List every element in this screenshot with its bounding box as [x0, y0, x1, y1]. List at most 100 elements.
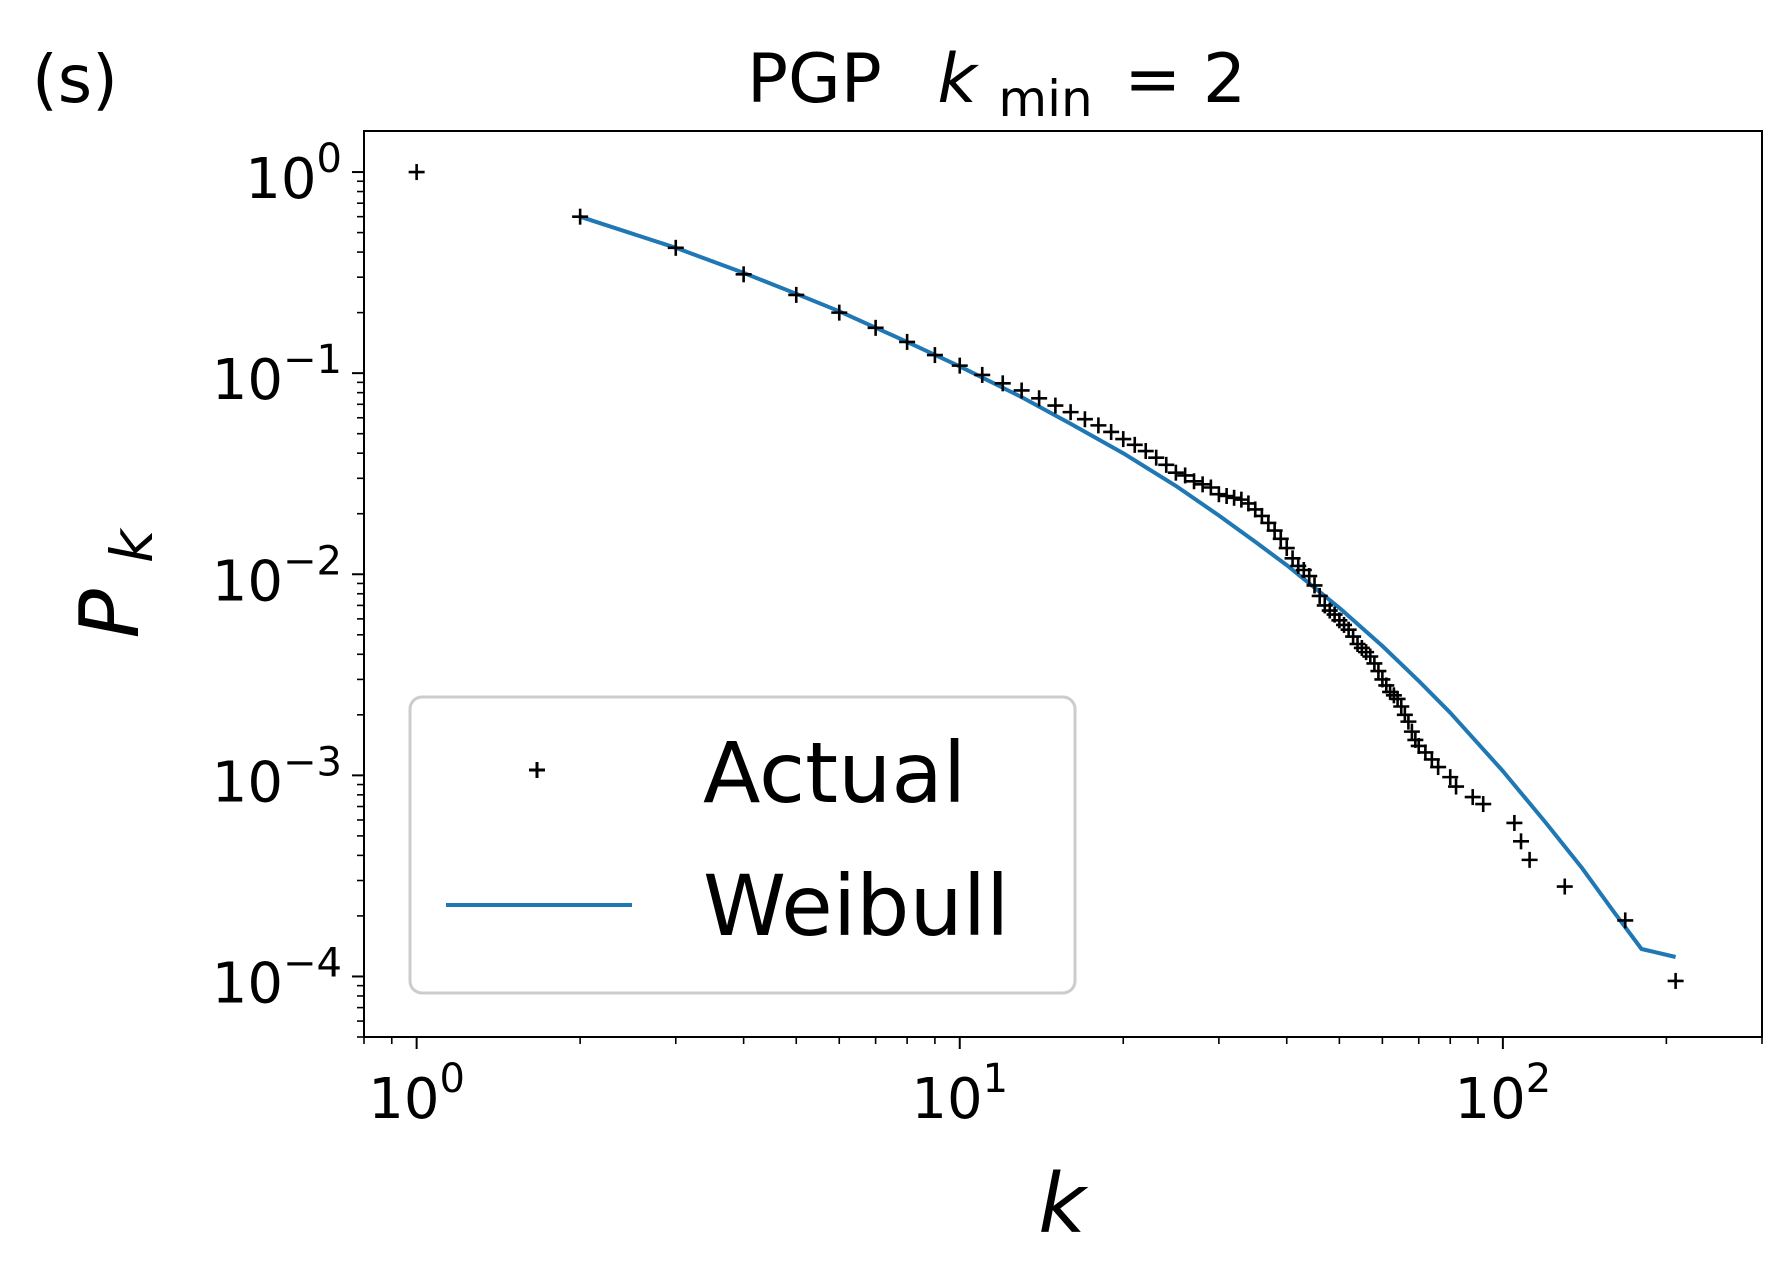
actual-point: [1047, 397, 1064, 414]
actual-point: [831, 304, 848, 321]
actual-point: [1194, 476, 1211, 493]
y-tick-exponent: 0: [317, 136, 342, 182]
actual-point: [1385, 687, 1402, 704]
actual-point: [1400, 713, 1417, 730]
actual-point: [1396, 706, 1413, 723]
y-tick-exponent: −3: [283, 739, 342, 785]
actual-point: [667, 239, 684, 256]
actual-point: [1311, 587, 1328, 604]
y-tick-exponent: −4: [283, 940, 342, 986]
actual-point: [1382, 683, 1399, 700]
legend-box: [408, 695, 1077, 995]
actual-point: [1278, 540, 1295, 557]
actual-point: [1306, 577, 1323, 594]
minor-ticks: [357, 180, 1763, 1044]
actual-point: [1210, 486, 1227, 503]
x-tick-label: 102: [1455, 1056, 1552, 1132]
actual-point: [572, 208, 589, 225]
y-tick-base: 10: [212, 348, 283, 413]
actual-point: [1521, 851, 1538, 868]
y-tick-base: 10: [212, 951, 283, 1016]
title-suffix: = 2: [1124, 40, 1246, 119]
actual-point: [1031, 390, 1048, 407]
x-tick-base: 10: [1455, 1067, 1526, 1132]
actual-point: [1202, 479, 1219, 496]
y-tick-label: 100: [245, 136, 342, 212]
actual-point: [788, 286, 805, 303]
y-tick-exponent: −1: [283, 337, 342, 383]
actual-point: [1167, 464, 1184, 481]
actual-point: [1137, 443, 1154, 460]
actual-point: [951, 357, 968, 374]
actual-point: [1301, 568, 1318, 585]
actual-point: [1430, 759, 1447, 776]
legend-label-weibull: Weibull: [703, 857, 1009, 955]
title-k-symbol: k: [937, 40, 979, 119]
y-tick-label: 10−1: [212, 337, 342, 413]
legend-label-actual: Actual: [703, 724, 966, 822]
title-k-subscript: min: [998, 70, 1092, 128]
actual-point: [1506, 814, 1523, 831]
weibull-series: [579, 214, 1677, 959]
actual-point: [1272, 530, 1289, 547]
x-tick-label: 100: [368, 1056, 465, 1132]
y-label-subscript: k: [98, 527, 166, 563]
x-tick-base: 10: [368, 1067, 439, 1132]
legend: Actual Weibull: [408, 695, 1077, 995]
actual-point: [1442, 769, 1459, 786]
actual-point: [1266, 522, 1283, 539]
x-axis-label: k: [1038, 1157, 1089, 1252]
actual-point: [899, 333, 916, 350]
actual-point: [1370, 663, 1387, 680]
legend-marker-actual: [529, 762, 545, 778]
actual-point: [1115, 431, 1132, 448]
actual-point: [1393, 698, 1410, 715]
y-axis-label: P k: [63, 527, 166, 639]
actual-point: [1148, 449, 1165, 466]
actual-point: [1218, 487, 1235, 504]
y-tick-label: 10−3: [212, 739, 342, 815]
actual-point: [1013, 382, 1030, 399]
actual-point: [1389, 690, 1406, 707]
weibull-line: [579, 214, 1677, 959]
actual-point: [1448, 778, 1465, 795]
actual-point: [1556, 878, 1573, 895]
x-tick-base: 10: [911, 1067, 982, 1132]
x-tick-exponent: 0: [440, 1056, 465, 1102]
actual-point: [1366, 655, 1383, 672]
actual-point: [974, 366, 991, 383]
y-tick-base: 10: [245, 147, 316, 212]
y-tick-base: 10: [212, 549, 283, 614]
actual-point: [1475, 796, 1492, 813]
actual-point: [1403, 723, 1420, 740]
actual-point: [1076, 411, 1093, 428]
actual-point: [994, 375, 1011, 392]
actual-point: [1158, 456, 1175, 473]
x-tick-exponent: 2: [1526, 1056, 1551, 1102]
actual-point: [1062, 404, 1079, 421]
actual-point: [1103, 423, 1120, 440]
chart-title: PGP k min = 2: [747, 40, 1246, 133]
actual-point: [408, 164, 425, 181]
y-tick-base: 10: [212, 750, 283, 815]
actual-series: [408, 164, 1684, 989]
title-prefix: PGP: [747, 40, 882, 119]
major-ticks: [352, 171, 1504, 1049]
actual-point: [1617, 912, 1634, 929]
actual-point: [1667, 972, 1684, 989]
actual-point: [1464, 789, 1481, 806]
x-tick-label: 101: [911, 1056, 1008, 1132]
actual-point: [1186, 473, 1203, 490]
y-label-base: P: [63, 589, 158, 639]
panel-label: (s): [32, 41, 118, 118]
y-tick-label: 10−4: [212, 940, 342, 1016]
y-tick-exponent: −2: [283, 538, 342, 584]
actual-point: [867, 319, 884, 336]
x-tick-exponent: 1: [983, 1056, 1008, 1102]
actual-point: [735, 266, 752, 283]
actual-point: [1177, 467, 1194, 484]
actual-point: [1090, 417, 1107, 434]
actual-point: [1233, 491, 1250, 508]
